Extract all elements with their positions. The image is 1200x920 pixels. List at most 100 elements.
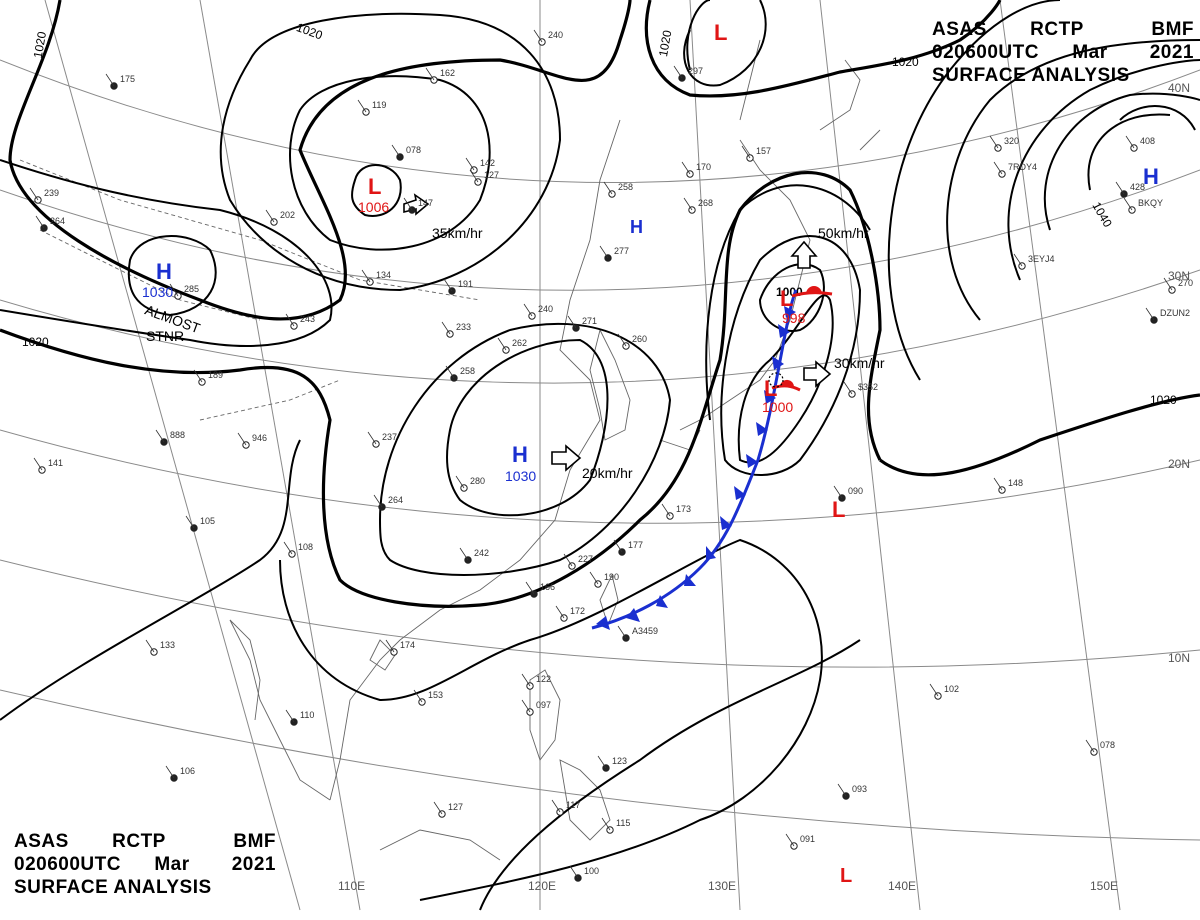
wind-barb — [617, 625, 627, 639]
wind-barb — [283, 541, 293, 555]
lat-label-20: 20N — [1168, 457, 1190, 471]
station-report: 3EYJ4 — [1028, 254, 1055, 264]
wind-barb — [433, 801, 443, 815]
wind-barb — [989, 135, 999, 149]
warm-front — [771, 286, 833, 392]
header-office: BMF — [233, 831, 276, 852]
header-title: SURFACE ANALYSIS — [932, 65, 1130, 86]
station-report: 170 — [696, 162, 711, 172]
station-report: 162 — [440, 68, 455, 78]
lat-label-30: 30N — [1168, 269, 1190, 283]
wind-barb — [523, 303, 533, 317]
station-report: 153 — [428, 690, 443, 700]
lon-label-140: 140E — [888, 879, 916, 893]
wind-barb — [265, 209, 275, 223]
header-bottom-left: ASAS RCTP BMF 020600UTC Mar 2021 SURFACE ANA… — [14, 830, 276, 899]
low-center-symbol: L — [368, 174, 381, 199]
station-report: 946 — [252, 433, 267, 443]
station-report: 141 — [48, 458, 63, 468]
wind-barb — [1115, 181, 1125, 195]
station-report: BKQY — [1138, 198, 1163, 208]
wind-barb — [391, 144, 401, 158]
station-report: 268 — [698, 198, 713, 208]
wind-barb — [785, 833, 795, 847]
motion-arrow — [790, 240, 818, 269]
header-time: 020600UTC — [14, 854, 121, 875]
wind-barb — [661, 503, 671, 517]
wind-barb — [533, 29, 543, 43]
wind-barb — [521, 699, 531, 713]
header-station: ASAS — [14, 831, 69, 852]
wind-barb — [145, 639, 155, 653]
station-report: 093 — [852, 784, 867, 794]
wind-barb — [373, 494, 383, 508]
station-report: 108 — [298, 542, 313, 552]
lon-label-120: 120E — [528, 879, 556, 893]
station-report: 258 — [618, 182, 633, 192]
wind-barb — [617, 333, 627, 347]
isobar-label: 1020 — [22, 335, 49, 349]
wind-barb — [385, 639, 395, 653]
wind-barb — [681, 161, 691, 175]
wind-barb — [413, 689, 423, 703]
station-report: 177 — [628, 540, 643, 550]
motion-speed: 35km/hr — [432, 225, 483, 241]
low-center-pressure: 998 — [782, 310, 806, 326]
wind-barb — [367, 431, 377, 445]
low-center-symbol: L — [764, 376, 777, 401]
station-report: 271 — [582, 316, 597, 326]
station-report: 166 — [540, 582, 555, 592]
station-report: 127 — [484, 170, 499, 180]
wind-barb — [837, 783, 847, 797]
header-year: 2021 — [1149, 42, 1194, 63]
station-report: 119 — [372, 100, 386, 110]
station-report: 133 — [160, 640, 175, 650]
station-report: 134 — [376, 270, 391, 280]
wind-barb — [185, 515, 195, 529]
station-report: 173 — [676, 504, 691, 514]
isobar-1020-ne — [644, 0, 1002, 98]
station-plots: 175 119 162 078 142 127 147 202 134 191 243 189 888 9… — [29, 29, 1193, 882]
station-report: 888 — [170, 430, 185, 440]
motion-arrow — [803, 360, 832, 388]
station-report: 264 — [50, 216, 65, 226]
high-center-symbol: H — [630, 217, 643, 237]
lon-label-150: 150E — [1090, 879, 1118, 893]
station-report: 175 — [120, 74, 135, 84]
station-report: 233 — [456, 322, 471, 332]
wind-barb — [929, 683, 939, 697]
lon-label-110: 110E — [338, 879, 365, 893]
wind-barb — [459, 547, 469, 561]
station-report: 127 — [448, 802, 463, 812]
station-report: 297 — [688, 66, 703, 76]
wind-barb — [443, 278, 453, 292]
station-report: 320 — [1004, 136, 1019, 146]
header-year: 2021 — [231, 854, 276, 875]
header-top-right: ASAS RCTP BMF 020600UTC Mar 2021 SURFACE ANA… — [932, 18, 1194, 87]
wind-barb — [555, 605, 565, 619]
motion-speed: 20km/hr — [582, 465, 633, 481]
low-center-pressure: 1000 — [762, 399, 793, 415]
station-report: 078 — [406, 145, 421, 155]
wind-barb — [169, 283, 179, 297]
low-center-pressure: 1006 — [358, 199, 389, 215]
header-title: SURFACE ANALYSIS — [14, 877, 212, 898]
wind-barb — [285, 709, 295, 723]
station-report: 7RDY4 — [1008, 162, 1037, 172]
wind-barb — [165, 765, 175, 779]
wind-barb — [683, 197, 693, 211]
station-report: 285 — [184, 284, 199, 294]
wind-barb — [589, 571, 599, 585]
wind-barb — [673, 65, 683, 79]
station-report: 277 — [614, 246, 629, 256]
low-center-marker — [768, 372, 784, 388]
station-report: 264 — [388, 495, 403, 505]
wind-barb — [843, 381, 853, 395]
wind-barb — [105, 73, 115, 87]
low-center-symbol: L — [840, 865, 852, 887]
wind-barb — [403, 197, 413, 211]
wind-barb — [1145, 307, 1155, 321]
wind-barb — [33, 457, 43, 471]
